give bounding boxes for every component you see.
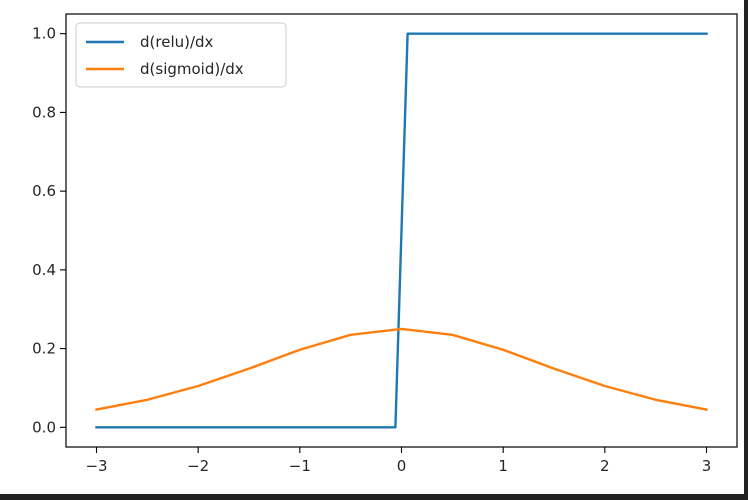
- x-tick-label: −3: [85, 457, 107, 475]
- series-line-0: [95, 32, 708, 429]
- legend: d(relu)/dx d(sigmoid)/dx: [75, 22, 287, 88]
- y-tick-label: 0.0: [32, 418, 56, 436]
- legend-box: [75, 22, 287, 88]
- y-tick-label: 1.0: [32, 25, 56, 43]
- legend-label-0: d(relu)/dx: [140, 33, 214, 51]
- y-tick-label: 0.2: [32, 340, 56, 358]
- x-tick-label: 3: [702, 457, 712, 475]
- plot-area: [95, 32, 708, 429]
- x-tick-label: −2: [187, 457, 209, 475]
- axes: −3 −2 −1 0 1 2 3 0.0 0.2 0.4 0.6 0.8 1.0: [32, 13, 738, 475]
- y-tick-label: 0.4: [32, 261, 56, 279]
- x-tick-label: 2: [600, 457, 610, 475]
- x-tick-label: 1: [498, 457, 508, 475]
- y-tick-label: 0.8: [32, 103, 56, 121]
- x-tick-label: 0: [397, 457, 407, 475]
- x-tick-label: −1: [289, 457, 311, 475]
- legend-label-1: d(sigmoid)/dx: [140, 60, 244, 78]
- series-line-1: [95, 327, 708, 412]
- y-tick-label: 0.6: [32, 182, 56, 200]
